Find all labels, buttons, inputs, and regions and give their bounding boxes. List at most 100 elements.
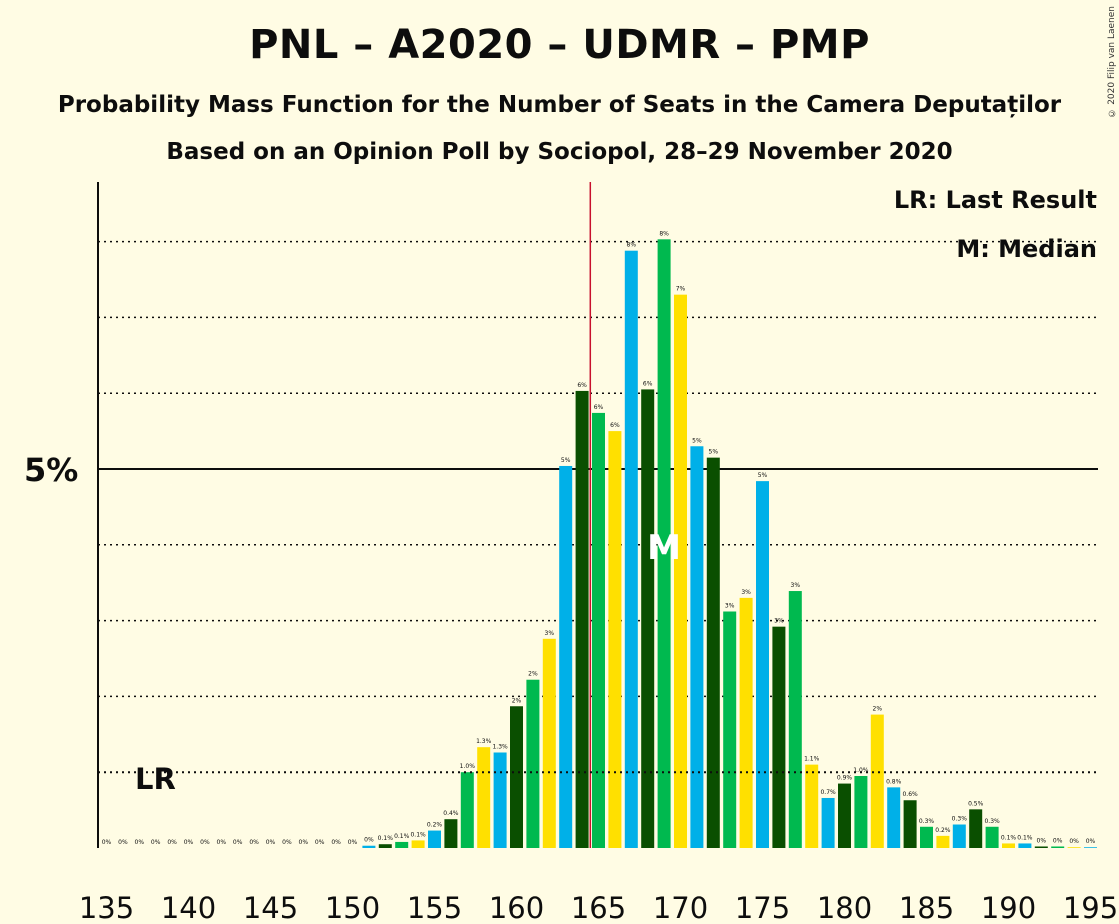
bar-label-159: 1.3% bbox=[492, 743, 508, 750]
x-tick-label-150: 150 bbox=[325, 891, 380, 924]
bar-label-148: 0% bbox=[315, 839, 325, 846]
bar-195 bbox=[1084, 847, 1097, 848]
bar-label-140: 0% bbox=[184, 839, 194, 846]
x-tick-label-190: 190 bbox=[981, 891, 1036, 924]
bar-194 bbox=[1067, 847, 1081, 848]
x-tick-label-195: 195 bbox=[1063, 891, 1118, 924]
legend-median: M: Median bbox=[956, 235, 1097, 263]
x-tick-label-185: 185 bbox=[899, 891, 954, 924]
bar-184 bbox=[903, 800, 917, 848]
bar-label-135: 0% bbox=[102, 839, 112, 846]
bar-179 bbox=[821, 797, 835, 848]
bar-label-147: 0% bbox=[299, 839, 309, 846]
bar-155 bbox=[428, 830, 441, 848]
bar-164 bbox=[575, 390, 589, 848]
bar-187 bbox=[952, 824, 966, 848]
bar-177 bbox=[788, 591, 802, 848]
bar-191 bbox=[1018, 843, 1032, 848]
last-result-marker-label: LR bbox=[135, 762, 176, 796]
bar-label-149: 0% bbox=[331, 839, 341, 846]
bar-label-166: 6% bbox=[610, 422, 620, 429]
bar-label-151: 0% bbox=[364, 837, 374, 844]
bar-label-163: 5% bbox=[561, 457, 571, 464]
bar-label-162: 3% bbox=[545, 630, 555, 637]
bar-label-153: 0.1% bbox=[394, 833, 410, 840]
bar-174 bbox=[739, 597, 753, 848]
bar-label-156: 0.4% bbox=[443, 810, 459, 817]
bar-185 bbox=[920, 826, 933, 848]
chart-subtitle: Probability Mass Function for the Number… bbox=[57, 92, 1062, 118]
bar-190 bbox=[1002, 843, 1015, 848]
bar-161 bbox=[526, 679, 540, 848]
bar-label-191: 0.1% bbox=[1017, 834, 1033, 841]
bar-175 bbox=[756, 481, 769, 848]
bar-182 bbox=[870, 714, 884, 848]
bar-label-152: 0.1% bbox=[378, 835, 394, 842]
bar-label-187: 0.3% bbox=[952, 816, 968, 823]
bar-193 bbox=[1051, 846, 1065, 848]
x-tick-label-135: 135 bbox=[79, 891, 134, 924]
bar-181 bbox=[854, 775, 868, 848]
bar-192 bbox=[1034, 846, 1048, 848]
bar-label-185: 0.3% bbox=[919, 818, 935, 825]
bar-label-177: 3% bbox=[791, 582, 801, 589]
x-tick-label-170: 170 bbox=[653, 891, 708, 924]
bar-186 bbox=[936, 835, 950, 848]
bars-group bbox=[362, 239, 1097, 849]
bar-label-194: 0% bbox=[1069, 838, 1079, 845]
bar-label-154: 0.1% bbox=[410, 831, 426, 838]
bar-180 bbox=[838, 783, 851, 848]
bar-label-168: 6% bbox=[643, 380, 653, 387]
bar-label-189: 0.3% bbox=[984, 818, 1000, 825]
bar-label-164: 6% bbox=[577, 382, 587, 389]
y-tick-label-5pct: 5% bbox=[24, 451, 78, 489]
bar-label-190: 0.1% bbox=[1001, 834, 1017, 841]
bar-171 bbox=[690, 446, 704, 848]
bar-label-155: 0.2% bbox=[427, 822, 443, 829]
x-tick-label-145: 145 bbox=[243, 891, 298, 924]
bar-label-146: 0% bbox=[282, 839, 292, 846]
bar-label-139: 0% bbox=[167, 839, 177, 846]
median-marker-label: M bbox=[647, 528, 681, 568]
bar-label-165: 6% bbox=[594, 404, 604, 411]
bar-188 bbox=[969, 809, 983, 848]
bar-151 bbox=[362, 845, 376, 848]
bar-157 bbox=[460, 772, 474, 848]
bar-label-150: 0% bbox=[348, 839, 358, 846]
bar-label-157: 1.0% bbox=[460, 763, 476, 770]
bar-178 bbox=[805, 764, 819, 848]
bar-154 bbox=[411, 840, 425, 848]
bar-label-158: 1.3% bbox=[476, 738, 492, 745]
bar-label-160: 2% bbox=[512, 697, 522, 704]
bar-166 bbox=[608, 431, 622, 848]
bar-167 bbox=[624, 250, 638, 849]
x-tick-labels: 135 140 145 150 155 160 165 170 175 180 185 190 195 bbox=[79, 891, 1118, 924]
chart-title: PNL – A2020 – UDMR – PMP bbox=[249, 22, 870, 68]
bar-173 bbox=[723, 611, 737, 848]
bar-176 bbox=[772, 626, 786, 848]
bar-label-141: 0% bbox=[200, 839, 210, 846]
bar-label-137: 0% bbox=[135, 839, 145, 846]
chart-subtitle-source: Based on an Opinion Poll by Sociopol, 28… bbox=[166, 139, 953, 165]
bar-label-192: 0% bbox=[1037, 837, 1047, 844]
bar-label-136: 0% bbox=[118, 839, 128, 846]
bar-label-188: 0.5% bbox=[968, 800, 984, 807]
bar-label-195: 0% bbox=[1086, 838, 1096, 845]
bar-label-175: 5% bbox=[758, 472, 768, 479]
x-tick-label-160: 160 bbox=[489, 891, 544, 924]
bar-label-144: 0% bbox=[249, 839, 259, 846]
bar-label-143: 0% bbox=[233, 839, 243, 846]
bar-label-178: 1.1% bbox=[804, 756, 820, 763]
bar-labels-group: 0% 0% 0% 0% 0% 0% 0% 0% 0% 0% 0% 0% 0% 0% 0% 0% 0% 0.1% 0.… bbox=[102, 230, 1096, 846]
x-tick-label-175: 175 bbox=[735, 891, 790, 924]
x-tick-label-165: 165 bbox=[571, 891, 626, 924]
bar-168 bbox=[641, 389, 655, 848]
bar-label-172: 5% bbox=[709, 449, 719, 456]
bar-label-169: 8% bbox=[659, 230, 669, 237]
bar-172 bbox=[706, 457, 720, 848]
bar-159 bbox=[493, 752, 507, 848]
bar-163 bbox=[559, 465, 573, 848]
bar-label-179: 0.7% bbox=[820, 789, 836, 796]
bar-label-183: 0.8% bbox=[886, 778, 902, 785]
